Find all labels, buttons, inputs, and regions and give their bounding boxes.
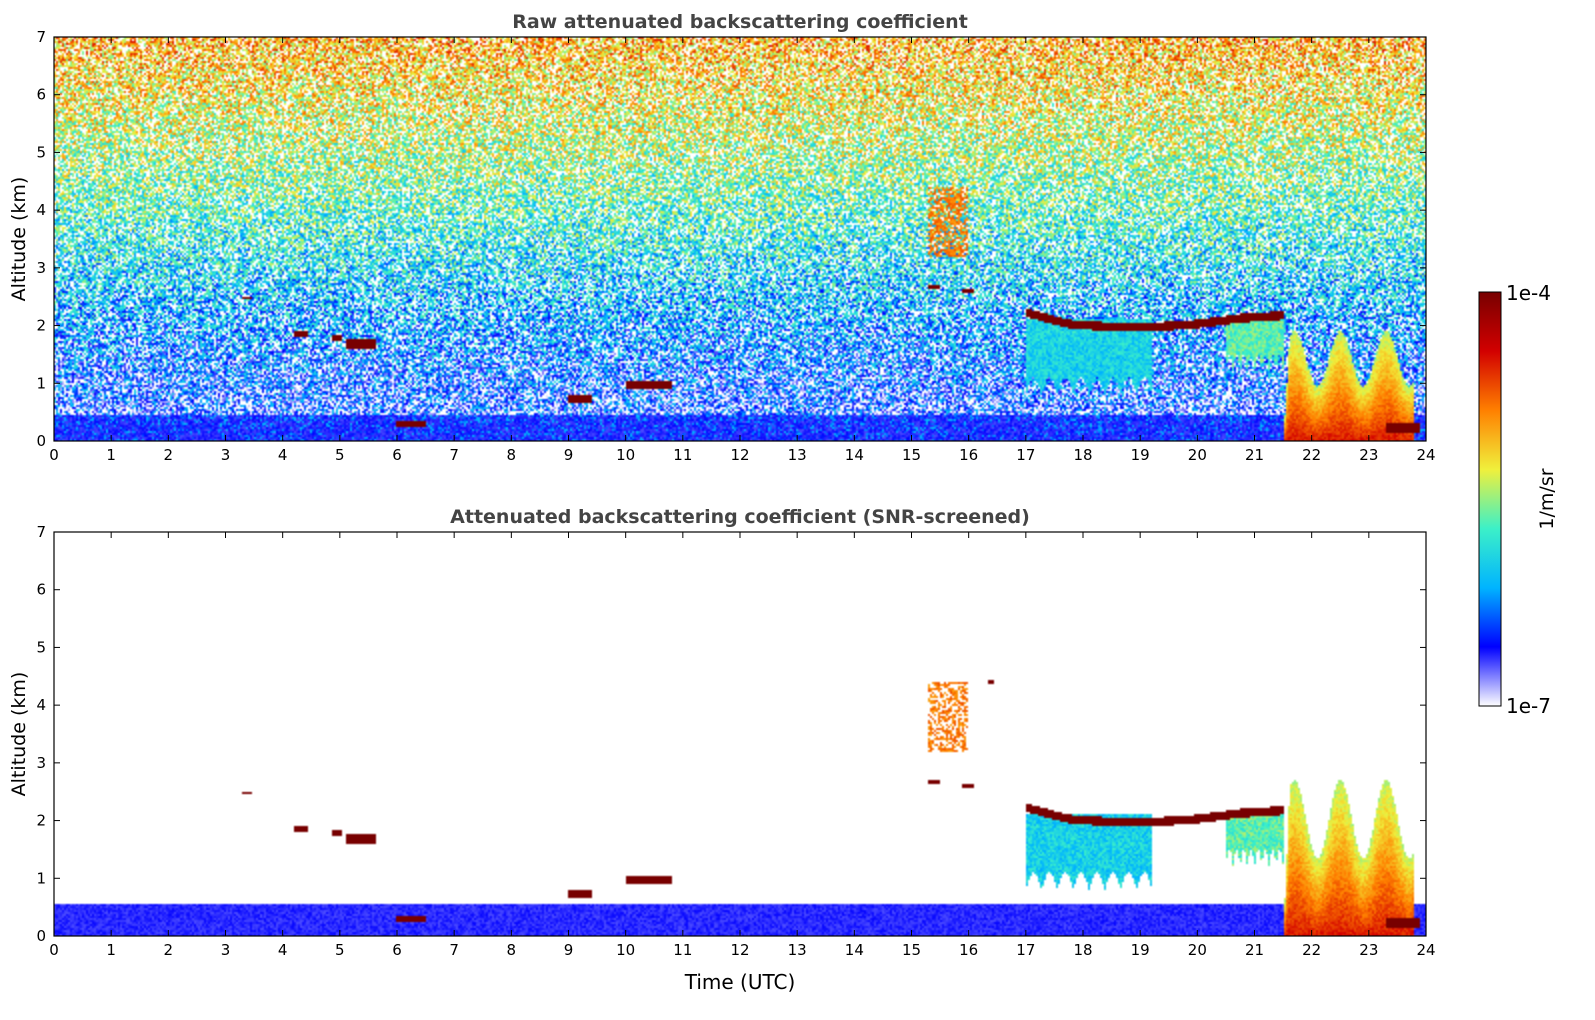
x-tick-label: 8: [507, 941, 517, 959]
x-tick-label: 6: [392, 941, 402, 959]
y-tick-label: 6: [36, 581, 46, 599]
screened-axis-ticks: 0 1 2 3 4 5 6 7 8 9 10 11 12 13 14 15 16 17 18 19 20 21 22 23 24…: [36, 523, 1435, 959]
x-tick-label: 3: [221, 446, 231, 464]
x-tick-label: 20: [1188, 941, 1207, 959]
y-tick-label: 0: [36, 432, 46, 450]
y-tick-label: 2: [36, 812, 46, 830]
x-tick-label: 15: [902, 446, 921, 464]
x-tick-label: 3: [221, 941, 231, 959]
raw-axis-ticks: 0 1 2 3 4 5 6 7 8 9 10 11 12 13 14 15 16 17 18 19 20 21 22 23 24…: [36, 28, 1435, 464]
y-tick-label: 2: [36, 317, 46, 335]
x-tick-label: 9: [564, 446, 574, 464]
x-tick-label: 2: [164, 941, 174, 959]
y-tick-label: 6: [36, 86, 46, 104]
x-tick-label: 24: [1416, 941, 1435, 959]
x-tick-label: 23: [1359, 941, 1378, 959]
x-tick-label: 20: [1188, 446, 1207, 464]
x-tick-label: 14: [845, 941, 864, 959]
x-tick-label: 10: [616, 446, 635, 464]
x-tick-label: 7: [449, 941, 459, 959]
x-tick-label: 15: [902, 941, 921, 959]
y-tick-label: 5: [36, 638, 46, 656]
x-tick-label: 6: [392, 446, 402, 464]
raw-backscatter-heatmap: [54, 37, 1426, 441]
y-tick-label: 7: [36, 523, 46, 541]
screened-backscatter-panel: Attenuated backscattering coefficient (S…: [8, 506, 1436, 994]
x-tick-label: 11: [673, 941, 692, 959]
x-tick-label: 18: [1073, 941, 1092, 959]
x-tick-label: 17: [1016, 446, 1035, 464]
screened-y-axis-label: Altitude (km): [8, 672, 30, 797]
x-tick-label: 4: [278, 941, 288, 959]
y-tick-label: 3: [36, 754, 46, 772]
x-tick-label: 12: [730, 941, 749, 959]
colorbar-min-label: 1e-7: [1506, 694, 1551, 718]
x-tick-label: 16: [959, 941, 978, 959]
screened-panel-title: Attenuated backscattering coefficient (S…: [450, 506, 1030, 528]
y-tick-label: 1: [36, 374, 46, 392]
x-tick-label: 12: [730, 446, 749, 464]
x-tick-label: 14: [845, 446, 864, 464]
x-tick-label: 4: [278, 446, 288, 464]
x-tick-label: 19: [1131, 446, 1150, 464]
x-tick-label: 19: [1131, 941, 1150, 959]
x-tick-label: 5: [335, 446, 345, 464]
x-tick-label: 23: [1359, 446, 1378, 464]
x-tick-label: 24: [1416, 446, 1435, 464]
raw-backscatter-panel: Raw attenuated backscattering coefficien…: [8, 11, 1436, 464]
x-tick-label: 0: [49, 941, 59, 959]
x-tick-label: 13: [788, 941, 807, 959]
x-tick-label: 10: [616, 941, 635, 959]
x-tick-label: 17: [1016, 941, 1035, 959]
y-tick-label: 5: [36, 143, 46, 161]
x-tick-label: 11: [673, 446, 692, 464]
colorbar-max-label: 1e-4: [1506, 281, 1551, 305]
x-tick-label: 7: [449, 446, 459, 464]
x-tick-label: 1: [106, 446, 116, 464]
x-tick-label: 22: [1302, 941, 1321, 959]
y-tick-label: 4: [36, 696, 46, 714]
colorbar: 1e-4 1e-7 1/m/sr: [1478, 281, 1558, 718]
x-tick-label: 22: [1302, 446, 1321, 464]
x-tick-label: 8: [507, 446, 517, 464]
colorbar-unit-label: 1/m/sr: [1536, 468, 1558, 529]
raw-y-axis-label: Altitude (km): [8, 177, 30, 302]
y-tick-label: 0: [36, 927, 46, 945]
x-tick-label: 21: [1245, 941, 1264, 959]
x-tick-label: 18: [1073, 446, 1092, 464]
x-axis-label: Time (UTC): [684, 970, 796, 994]
raw-panel-title: Raw attenuated backscattering coefficien…: [512, 11, 968, 33]
x-tick-label: 13: [788, 446, 807, 464]
y-tick-label: 1: [36, 869, 46, 887]
x-tick-label: 21: [1245, 446, 1264, 464]
y-tick-label: 7: [36, 28, 46, 46]
x-tick-label: 2: [164, 446, 174, 464]
y-tick-label: 3: [36, 259, 46, 277]
screened-backscatter-heatmap: [54, 532, 1426, 936]
y-tick-label: 4: [36, 201, 46, 219]
x-tick-label: 9: [564, 941, 574, 959]
x-tick-label: 5: [335, 941, 345, 959]
colorbar-scale: [1478, 291, 1502, 707]
x-tick-label: 16: [959, 446, 978, 464]
x-tick-label: 1: [106, 941, 116, 959]
x-tick-label: 0: [49, 446, 59, 464]
